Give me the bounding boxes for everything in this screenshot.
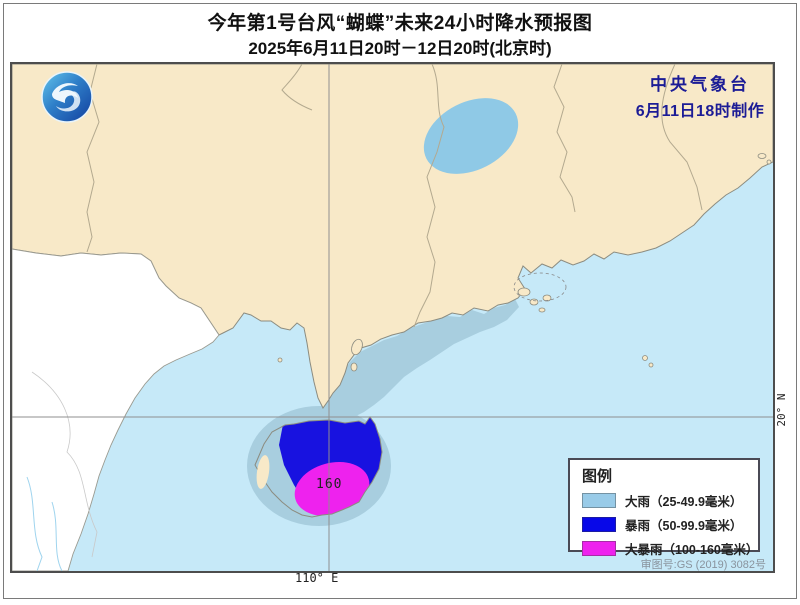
cma-logo [41,71,93,123]
max-rain-annotation: 160 [316,477,343,492]
legend-row-rainstorm: 暴雨（50-99.9毫米） [582,515,758,534]
legend-row-heavy-rain: 大雨（25-49.9毫米） [582,491,758,510]
heavy-rain-swatch [582,493,616,508]
page-title: 今年第1号台风“蝴蝶”未来24小时降水预报图 [207,13,593,34]
boundary-dashed-line [513,272,567,302]
swirl-tail-icon [56,91,81,112]
legend-label: 大雨（25-49.9毫米） [625,495,743,509]
longitude-label: 110° E [295,571,339,585]
hainan-dry-patch [256,455,270,489]
hainan-coastline [254,416,383,518]
province-boundaries [86,64,703,328]
agency-block: 中央气象台 6月11日18时制作 [620,70,780,121]
legend-label: 大暴雨（100-160毫米） [625,543,759,557]
river [51,501,63,571]
river [26,476,43,571]
heavy-rain-coastal-band [324,299,519,420]
latitude-label: 20° N [775,393,788,427]
islets [277,153,772,372]
legend-box: 图例 大雨（25-49.9毫米） 暴雨（50-99.9毫米） 大暴雨（100-1… [568,458,760,557]
agency-name: 中央气象台 [650,75,750,94]
map-license-number: 审图号:GS (2019) 3082号 [640,559,766,571]
legend-label: 暴雨（50-99.9毫米） [625,519,743,533]
legend-title: 图例 [582,468,613,485]
vietnam-land [12,248,220,571]
heavy-rainstorm-swatch [582,541,616,556]
legend-row-heavy-rainstorm: 大暴雨（100-160毫米） [582,539,758,558]
rainstorm-swatch [582,517,616,532]
agency-issue-time: 6月11日18时制作 [635,103,765,120]
swirl-icon [52,83,78,103]
heavy-rainstorm-area [294,462,370,516]
heavy-rain-inland-area [423,98,519,174]
page-subtitle: 2025年6月11日20时－12日20时(北京时) [248,39,552,58]
vietnam-province-line [31,371,98,558]
